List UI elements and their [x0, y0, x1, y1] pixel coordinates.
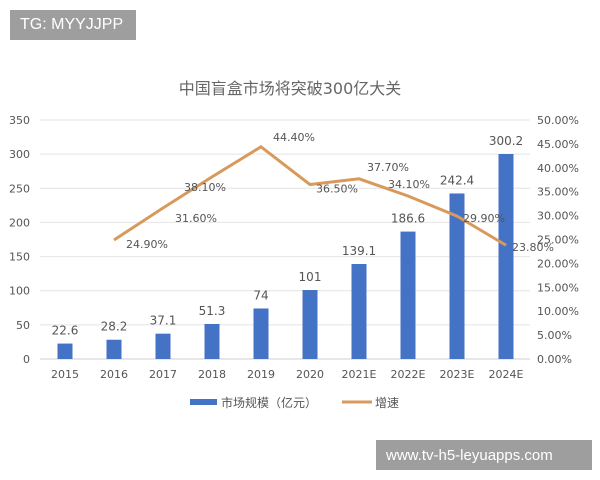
x-tick-label: 2020: [296, 368, 324, 381]
bar-data-label: 300.2: [489, 134, 523, 148]
bar-data-label: 101: [299, 270, 322, 284]
bar: [253, 308, 269, 359]
bar: [302, 290, 318, 359]
y-right-tick-label: 25.00%: [537, 234, 579, 247]
x-tick-label: 2015: [51, 368, 79, 381]
x-tick-label: 2019: [247, 368, 275, 381]
bar-data-label: 22.6: [52, 324, 79, 338]
bar-data-label: 186.6: [391, 212, 425, 226]
bar: [204, 323, 220, 359]
watermark-url: www.tv-h5-leyuapps.com: [376, 440, 592, 470]
y-right-tick-label: 10.00%: [537, 305, 579, 318]
bar-data-label: 242.4: [440, 173, 474, 187]
y-left-tick-label: 300: [9, 148, 30, 161]
line-data-label: 38.10%: [184, 181, 226, 194]
x-tick-label: 2018: [198, 368, 226, 381]
y-left-tick-label: 0: [23, 353, 30, 366]
line-data-label: 44.40%: [273, 131, 315, 144]
x-tick-label: 2016: [100, 368, 128, 381]
legend-bar-swatch: [190, 399, 217, 405]
line-data-label: 24.90%: [126, 238, 168, 251]
line-data-label: 23.80%: [512, 241, 554, 254]
y-left-tick-label: 50: [16, 319, 30, 332]
y-left-tick-label: 100: [9, 285, 30, 298]
x-tick-label: 2022E: [391, 368, 426, 381]
y-left-tick-label: 250: [9, 182, 30, 195]
legend-line-label: 增速: [375, 396, 399, 410]
x-tick-label: 2021E: [342, 368, 377, 381]
bar: [400, 231, 416, 359]
y-right-tick-label: 20.00%: [537, 257, 579, 270]
bar-data-label: 28.2: [101, 320, 128, 334]
bar: [351, 264, 367, 359]
line-data-label: 34.10%: [388, 178, 430, 191]
chart-title: 中国盲盒市场将突破300亿大关: [179, 79, 402, 98]
y-left-tick-label: 150: [9, 251, 30, 264]
line-data-label: 29.90%: [463, 212, 505, 225]
y-left-tick-label: 350: [9, 114, 30, 127]
bar: [106, 339, 122, 359]
line-data-label: 36.50%: [316, 183, 358, 196]
bar: [449, 193, 465, 359]
bar-data-label: 139.1: [342, 244, 376, 258]
bar-data-label: 74: [253, 288, 268, 302]
y-right-tick-label: 15.00%: [537, 281, 579, 294]
watermark-top-left: TG: MYYJJPP: [10, 10, 136, 40]
bar: [57, 343, 73, 359]
y-right-tick-label: 5.00%: [537, 329, 572, 342]
growth-line: [113, 144, 507, 247]
y-right-tick-label: 0.00%: [537, 353, 572, 366]
y-right-tick-label: 30.00%: [537, 210, 579, 223]
x-tick-label: 2017: [149, 368, 177, 381]
line-data-label: 37.70%: [367, 161, 409, 174]
x-tick-label: 2023E: [440, 368, 475, 381]
x-tick-label: 2024E: [489, 368, 524, 381]
y-right-tick-label: 50.00%: [537, 114, 579, 127]
y-right-tick-label: 45.00%: [537, 138, 579, 151]
bar-data-label: 37.1: [150, 314, 177, 328]
legend-bar-label: 市场规模（亿元）: [221, 395, 317, 410]
y-left-tick-label: 200: [9, 216, 30, 229]
y-right-tick-label: 35.00%: [537, 186, 579, 199]
line-data-label: 31.60%: [175, 212, 217, 225]
bar: [498, 154, 514, 359]
bar-data-label: 51.3: [199, 304, 226, 318]
y-right-tick-label: 40.00%: [537, 162, 579, 175]
bar: [155, 333, 171, 359]
